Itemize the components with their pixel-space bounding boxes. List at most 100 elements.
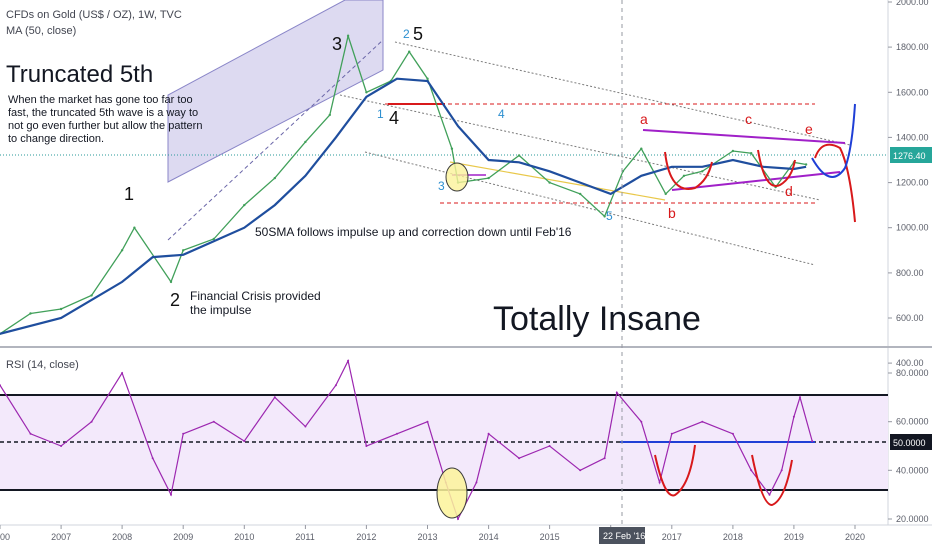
rsi-axis[interactable]: 80.0000 60.0000 40.0000 20.0000 [888,368,929,524]
rsi-point [518,457,521,460]
time-tick-label: 2018 [723,532,743,542]
crosshair-date-label: 22 Feb '16 [603,531,645,541]
rsi-point [670,432,673,435]
time-tick-label: 00 [0,532,10,542]
rsi-point [768,493,771,496]
rsi-point [701,420,704,423]
rsi-point [243,440,246,443]
truncated-line-2: fast, the truncated 5th wave is a way to [8,107,198,119]
price-point [640,147,643,150]
rsi-point [212,420,215,423]
rsi-point [304,425,307,428]
time-tick-label: 2020 [845,532,865,542]
truncated-title: Truncated 5th [6,61,153,88]
price-point [346,34,350,38]
ma-line [0,77,807,335]
truncated-line-4: to change direction. [8,133,104,145]
time-tick-label: 2013 [418,532,438,542]
rsi-point [475,481,478,484]
price-point [804,163,808,166]
wave3-highlight [445,162,469,192]
crisis-line-1: Financial Crisis provided [190,289,321,303]
time-tick-label: 2017 [662,532,682,542]
price-point [328,113,331,117]
rsi-oversold-highlight [436,467,468,519]
wave-b-label: b [668,205,676,221]
time-tick-label: 2012 [356,532,376,542]
price-tick-label: 600.00 [896,313,924,323]
insane-note: Totally Insane [493,300,701,338]
truncated-line-1: When the market has gone too far too [8,94,193,106]
chart-title: CFDs on Gold (US$ / OZ), 1W, TVC [6,9,182,21]
subwave-1-label: 1 [377,107,384,121]
crosshair-date-badge [599,527,645,544]
rsi-red-bowl-1 [654,444,696,497]
time-tick-label: 2015 [540,532,560,542]
truncated-line-3: not go even further but allow the patter… [8,120,202,132]
red-bowl-2 [757,149,796,187]
red-bowl-1 [664,151,713,190]
price-point [750,152,753,155]
price-point [182,249,185,252]
time-tick-label: 2008 [112,532,132,542]
wave-e-label: e [805,121,813,137]
blue-projection [811,103,856,178]
price-point [243,203,246,207]
price-point [273,176,276,180]
time-axis[interactable]: 00 2007 2008 2009 2010 2011 2012 2013 2014 2015 20… [0,525,865,542]
price-point [365,91,368,94]
rsi-point [780,469,783,472]
rsi-point [579,469,582,472]
price-point [90,294,93,297]
rsi-point [750,469,753,472]
rsi-point [792,415,795,418]
rsi-point [811,440,814,443]
rsi-point [426,420,429,423]
price-point [603,215,606,218]
price-axis[interactable]: 2000.00 1800.00 1600.00 1400.00 1200.00 1000.… [888,0,929,368]
rsi-point [603,457,606,460]
price-point [664,192,667,196]
rsi-point [548,445,551,447]
wave-2-label: 2 [170,290,180,310]
price-tick-label: 800.00 [896,268,924,278]
price-tick-label: 400.00 [896,358,924,368]
wave-1-label: 1 [124,184,134,204]
price-point [212,237,215,241]
rsi-point [799,396,801,399]
wave-c-label: c [745,111,752,127]
rsi-tick-label: 60.0000 [896,417,929,427]
subwave-5-label: 5 [606,209,613,223]
time-tick-label: 2019 [784,532,804,542]
rsi-point [121,372,124,374]
price-point [682,174,686,177]
rsi-series [0,359,814,521]
price-pane[interactable] [0,0,888,345]
rsi-point [658,481,661,484]
rsi-point [60,445,63,447]
price-point [450,147,454,150]
rsi-point [731,432,734,435]
price-point [59,307,63,311]
rsi-point [365,445,368,447]
rsi-tick-label: 40.0000 [896,465,929,475]
rsi-point [151,457,154,460]
rsi-point [615,391,618,394]
down-channel-upper [394,41,851,146]
price-point [579,192,582,196]
price-point [408,50,411,53]
rsi-point [90,420,93,423]
subwave-2-label: 2 [403,27,410,41]
wave-4-label: 4 [389,108,399,128]
rsi-point [347,359,350,362]
rsi-point [457,518,459,520]
time-tick-label: 2014 [479,532,499,542]
price-point [487,176,490,180]
price-point [29,312,32,315]
price-tick-label: 1600.00 [896,87,929,97]
triangle-lower [671,171,841,191]
down-channel-lower [364,151,816,266]
rsi-point [640,420,643,423]
time-tick-label: 2011 [295,532,314,542]
